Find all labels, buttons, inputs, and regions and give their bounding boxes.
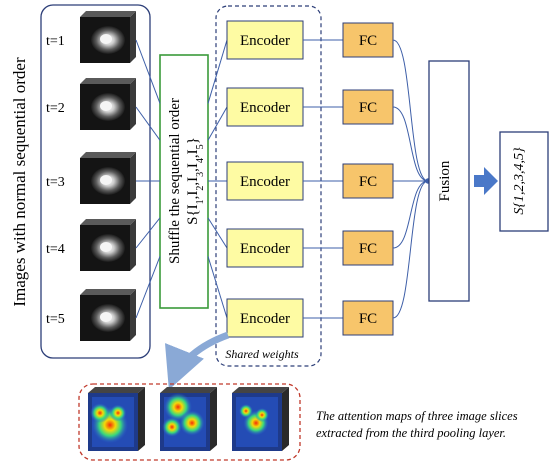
- shuffle-link-line: [207, 106, 228, 141]
- attention-maps-panel: [78, 383, 301, 461]
- encoder-label-2: Encoder: [240, 100, 290, 116]
- mri-frame-4: [80, 219, 136, 271]
- fc-fusion-curve: [392, 180, 429, 249]
- fc-fusion-curve: [392, 39, 429, 182]
- frame-link-line: [135, 39, 161, 104]
- encoder-box-3: [226, 161, 304, 201]
- input-images-vertical-label: Images with normal sequential order: [10, 57, 29, 307]
- frame-label-4: t=4: [46, 242, 65, 257]
- output-box: [499, 131, 549, 232]
- encoder-label-3: Encoder: [240, 174, 290, 190]
- frame-link-line: [135, 217, 161, 249]
- shuffle-link-line: [207, 256, 228, 319]
- attention-curved-arrow: [165, 331, 230, 390]
- mri-frame-3: [80, 152, 136, 204]
- mri-frame-5: [80, 289, 136, 341]
- attention-map-3: [232, 387, 289, 451]
- frame-label-1: t=1: [46, 34, 65, 49]
- shared-weights-group: [215, 5, 322, 367]
- fc-fusion-curve: [392, 180, 429, 319]
- output-arrow: [474, 167, 498, 195]
- encoder-label-5: Encoder: [240, 311, 290, 327]
- shuffle-link-line: [207, 217, 228, 249]
- fc-box-1: [342, 22, 394, 58]
- encoder-label-4: Encoder: [240, 241, 290, 257]
- attention-map-1: [88, 387, 145, 451]
- fc-label-3: FC: [359, 174, 377, 190]
- frame-link-line: [135, 106, 161, 141]
- fc-fusion-curve: [392, 106, 429, 182]
- frame-label-2: t=2: [46, 101, 65, 116]
- fusion-label: Fusion: [437, 160, 453, 201]
- fc-label-2: FC: [359, 100, 377, 116]
- fc-label-4: FC: [359, 241, 377, 257]
- shuffle-label: Shuffle the sequential order: [167, 98, 183, 264]
- output-label: S{1,2,3,4,5}: [512, 147, 527, 215]
- frame-label-5: t=5: [46, 312, 65, 327]
- shared-weights-caption: Shared weights: [225, 347, 299, 361]
- encoder-box-2: [226, 87, 304, 127]
- frame-label-3: t=3: [46, 175, 65, 190]
- fc-label-5: FC: [359, 311, 377, 327]
- shuffle-box: [159, 54, 209, 309]
- attention-caption-line1: The attention maps of three image slices: [316, 409, 518, 423]
- mri-frame-1: [80, 11, 136, 63]
- encoder-box-1: [226, 20, 304, 60]
- fc-box-3: [342, 163, 394, 199]
- fc-label-1: FC: [359, 33, 377, 49]
- fc-box-4: [342, 230, 394, 266]
- attention-caption-line2: extracted from the third pooling layer.: [316, 426, 506, 440]
- fusion-box: [428, 60, 470, 302]
- shuffle-link-line: [207, 39, 228, 104]
- attention-map-2: [160, 387, 217, 451]
- frame-link-line: [135, 256, 161, 319]
- shuffle-sequence-label: S{I1,I2,I3,I4,I5}: [185, 137, 206, 225]
- mri-frame-2: [80, 78, 136, 130]
- encoder-box-4: [226, 228, 304, 268]
- encoder-label-1: Encoder: [240, 33, 290, 49]
